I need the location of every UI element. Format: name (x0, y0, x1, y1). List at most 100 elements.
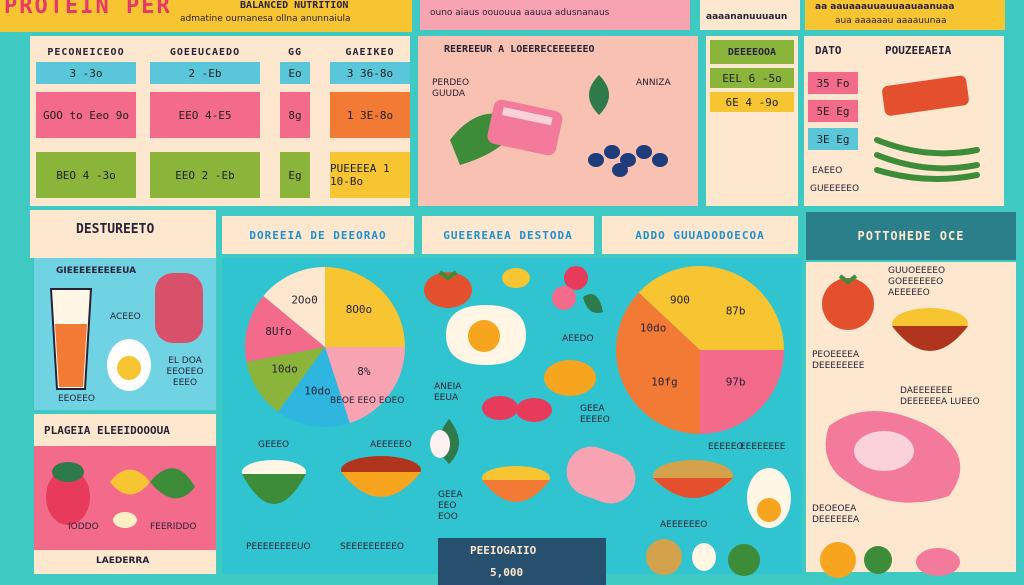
right-table-row: EAEEO (812, 166, 843, 176)
fried-egg-icon (446, 305, 526, 365)
grid-cell: 3 36-8o (330, 62, 410, 84)
right-subheading: aua aaaaaau aaaauunaa (835, 16, 947, 26)
left-bottom-footer: LAEDERRA (96, 556, 150, 566)
grid-header-2: GOEEUCAEDO (169, 46, 241, 58)
foods-label: ANNIZA (636, 78, 671, 88)
grid-cell: BEO 4 -3o (36, 152, 136, 198)
right-table-row: 5E Eg (808, 100, 858, 122)
grid-cell: 2 -Eb (150, 62, 260, 84)
chickpea-bowl-icon (482, 466, 550, 502)
mid-label: BEOE EEO EOEO (330, 396, 405, 406)
right-panel-label: PEOEEEEA DEEEEEEEE (812, 350, 865, 371)
grid-cell: Eg (280, 152, 310, 198)
banner-3: ADDO GUUADODOECOA (602, 216, 798, 254)
bottom-label: GEEA EEO EOO (438, 490, 463, 522)
summary-box (438, 538, 606, 585)
left-bottom-title: PLAGEIA ELEEIDOOOUA (44, 424, 170, 437)
grid-cell: Eo (280, 62, 310, 84)
foods-label: PERDEO GUUDA (432, 78, 470, 99)
chicken-icon (544, 360, 596, 396)
foods-top-title: REEREEUR A LOEERECEEEEEEO (444, 44, 595, 55)
meat-icon (155, 273, 203, 343)
grid-header-4: GAEIKEO (345, 46, 395, 58)
tomato-icon (424, 270, 472, 308)
juice-glass-icon (49, 288, 93, 390)
pie-chart-left: 8O0o 8% 10do 10do 8Ufo 2Oo0 (245, 267, 405, 427)
pie-slice-label: 10fg (651, 376, 678, 389)
sausage-icon (566, 446, 636, 504)
banner-2: GUEEREAEA DESTODA (422, 216, 594, 254)
grid-cell: EEO 2 -Eb (150, 152, 260, 198)
grid-cell: EEO 4-E5 (150, 92, 260, 138)
grid-cell: PUEEEEA 1 10-Bo (330, 152, 410, 198)
pie-slice (325, 347, 405, 424)
rice-bowl-icon (242, 460, 306, 504)
grid-header-3: GG (287, 46, 303, 58)
right-bottom-foods-icon (820, 542, 960, 578)
right-panel-label: DAEEEEEEE DEEEEEEA LUEEO (900, 386, 980, 407)
green-beans-icon (874, 137, 980, 182)
fruits-icon (502, 266, 603, 313)
left-panel-label: EL DOA EEOEEO EEEO (166, 356, 204, 388)
pie-chart-right: 87b 97b 10fg 10do 9O0 (616, 266, 784, 434)
grid-cell: 3 -3o (36, 62, 136, 84)
mid-label: AEEEEEO (370, 440, 412, 450)
mid-label: AEEEEEEO (660, 520, 708, 530)
bottom-label: SEEEEEEEEEO (340, 542, 404, 552)
title-banner (0, 0, 412, 32)
pie-slice (246, 347, 325, 412)
right-table-header-2: POUZEEAEIA (885, 44, 952, 57)
right-table-row: 35 Fo (808, 72, 858, 94)
right-panel-label: DEOEOEA DEEEEEEA (812, 504, 860, 525)
grid-cell: GOO to Eeo 9o (36, 92, 136, 138)
left-panel-label: EEOEEO (58, 394, 95, 404)
lentil-bowl-icon (341, 456, 421, 497)
pie-slice (277, 347, 350, 427)
boiled-egg-icon (747, 468, 791, 528)
pie-slice-label: 9O0 (670, 294, 690, 307)
beans-icon (588, 145, 668, 177)
leaf-icon (589, 75, 609, 115)
mid-label: GEEA EEEEO (580, 404, 610, 425)
data-table-row: 6E 4 -9o (710, 92, 794, 112)
meat-slice-icon (450, 99, 563, 165)
data-table-header: DEEEEOOA (710, 40, 794, 64)
left-banner: DESTUREETO (76, 222, 155, 237)
bottom-label: PEEEEEEEEUO (246, 542, 311, 552)
summary-box-value: 5,000 (490, 566, 524, 579)
peach-box (700, 0, 800, 30)
mid-label: GEEEO (258, 440, 290, 450)
peach-heading: aaaananuuuaun (706, 12, 788, 22)
right-table-row: GUEEEEEO (810, 184, 860, 194)
pie-slice-label: 97b (726, 376, 746, 389)
pie-slice (700, 266, 784, 350)
mid-label: EEEEEO (708, 442, 744, 452)
mid-label: ANEIA EEUA (434, 382, 462, 403)
left-bottom-label: IODDO (68, 522, 99, 532)
right-table-row: 3E Eg (808, 128, 858, 150)
herb-icon (430, 419, 459, 464)
page-title: PROTEIN PER (4, 0, 172, 19)
left-bottom-label: FEERIDDO (150, 522, 197, 532)
data-table-panel (706, 36, 798, 206)
pie-slice (263, 267, 325, 347)
pie-slice-label: 8Ufo (265, 325, 292, 338)
pink-note: ouno aiaus oououua aauua adusnanaus (430, 8, 610, 18)
pie-slice (245, 296, 325, 362)
right-tomato-icon (822, 274, 874, 330)
mid-label: AEEDO (562, 334, 594, 344)
ham-slices-icon (482, 396, 552, 422)
steak-icon (882, 75, 969, 116)
right-header-box (805, 0, 1005, 30)
data-table-row: EEL 6 -5o (710, 68, 794, 88)
nut-bowl-icon (892, 308, 968, 351)
pie-slice (616, 350, 700, 434)
grid-cell: 8g (280, 92, 310, 138)
right-panel-label: GUUOEEEEO GOEEEEEEO AEEEEEO (888, 266, 946, 298)
left-panel-label: ACEEO (110, 312, 141, 322)
right-banner: POTTOHEDE OCE (806, 212, 1016, 260)
pie-slice-label: 8O0o (346, 303, 373, 316)
right-table-header-1: DATO (815, 44, 842, 57)
small-foods-icon (646, 539, 760, 576)
summary-box-title: PEEIOGAIIO (470, 544, 537, 557)
